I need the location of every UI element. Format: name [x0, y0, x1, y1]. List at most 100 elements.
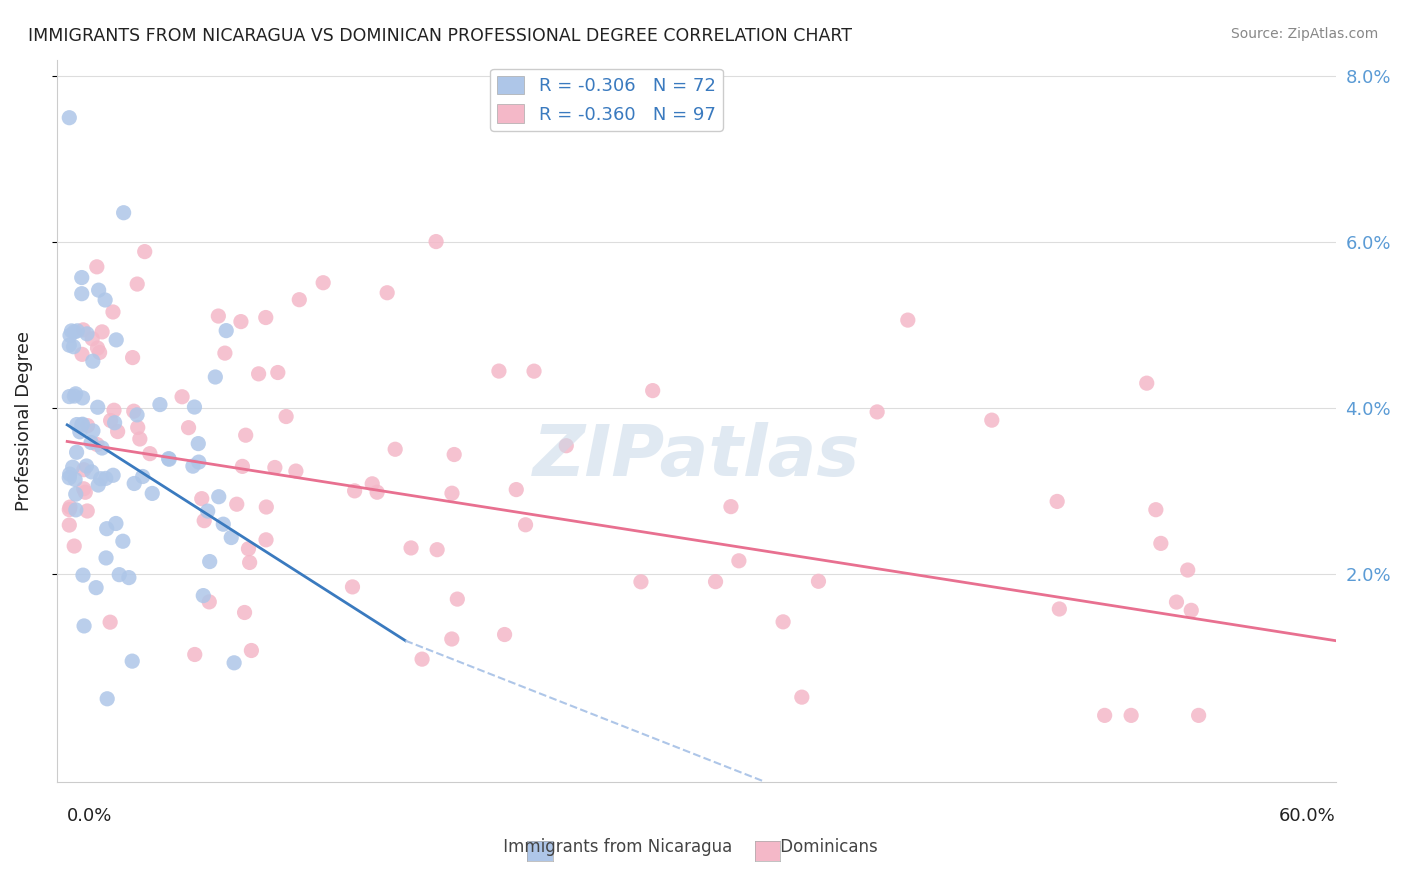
Point	[214, 346, 236, 360]
Point	[69, 425, 91, 439]
Point	[96, 522, 118, 536]
Point	[1047, 602, 1070, 616]
Point	[866, 405, 889, 419]
Point	[63, 539, 86, 553]
Point	[121, 351, 143, 365]
Point	[58, 502, 80, 516]
Point	[101, 468, 124, 483]
Point	[229, 315, 252, 329]
Point	[312, 276, 335, 290]
Point	[494, 627, 516, 641]
Point	[122, 476, 145, 491]
Point	[193, 514, 215, 528]
Point	[101, 305, 124, 319]
Point	[105, 333, 128, 347]
Point	[193, 589, 215, 603]
Point	[366, 485, 388, 500]
Point	[80, 465, 103, 479]
Text: 0.0%: 0.0%	[67, 806, 112, 825]
Point	[187, 455, 209, 469]
Point	[184, 648, 207, 662]
Point	[208, 490, 231, 504]
Point	[70, 286, 93, 301]
Point	[127, 277, 149, 291]
Point	[139, 447, 162, 461]
Point	[1180, 603, 1202, 617]
Point	[1136, 376, 1159, 391]
Point	[134, 244, 156, 259]
Point	[107, 425, 129, 439]
Point	[515, 517, 537, 532]
Point	[1166, 595, 1188, 609]
Point	[247, 367, 270, 381]
Point	[70, 417, 93, 432]
Legend: R = -0.306   N = 72, R = -0.360   N = 97: R = -0.306 N = 72, R = -0.360 N = 97	[491, 69, 723, 131]
Point	[65, 487, 87, 501]
Point	[62, 340, 84, 354]
Point	[215, 324, 238, 338]
Point	[443, 448, 465, 462]
Point	[190, 491, 212, 506]
Point	[86, 341, 108, 355]
Point	[66, 324, 89, 338]
Point	[75, 485, 97, 500]
Point	[103, 403, 125, 417]
Point	[440, 632, 463, 646]
Point	[141, 486, 163, 500]
Point	[58, 338, 80, 352]
Point	[100, 413, 122, 427]
Point	[240, 643, 263, 657]
Point	[505, 483, 527, 497]
Point	[235, 428, 257, 442]
Point	[233, 606, 256, 620]
Point	[76, 326, 98, 341]
Text: Dominicans: Dominicans	[754, 838, 877, 856]
Point	[488, 364, 510, 378]
Point	[76, 458, 98, 473]
Point	[1144, 502, 1167, 516]
Point	[384, 442, 406, 457]
Text: 60.0%: 60.0%	[1279, 806, 1336, 825]
Point	[59, 467, 82, 481]
Point	[197, 504, 219, 518]
Point	[86, 260, 108, 274]
Point	[58, 390, 80, 404]
Point	[720, 500, 742, 514]
Point	[62, 460, 84, 475]
Point	[704, 574, 727, 589]
Point	[94, 293, 117, 307]
Point	[284, 464, 307, 478]
Point	[219, 531, 242, 545]
Point	[897, 313, 920, 327]
Point	[91, 441, 114, 455]
Point	[274, 409, 297, 424]
Point	[72, 568, 94, 582]
Point	[183, 400, 205, 414]
Point	[58, 111, 80, 125]
Point	[204, 370, 226, 384]
Point	[1046, 494, 1069, 508]
Point	[238, 541, 260, 556]
Point	[60, 324, 83, 338]
Point	[86, 401, 108, 415]
Point	[65, 445, 87, 459]
Point	[90, 472, 112, 486]
Point	[112, 205, 135, 219]
Point	[630, 574, 652, 589]
Point	[86, 437, 108, 451]
Point	[70, 270, 93, 285]
Point	[66, 417, 89, 432]
Point	[198, 595, 221, 609]
Point	[73, 463, 96, 477]
Point	[82, 354, 104, 368]
Point	[59, 500, 82, 514]
Point	[254, 533, 277, 547]
Point	[641, 384, 664, 398]
Point	[73, 482, 96, 496]
Point	[980, 413, 1002, 427]
Point	[82, 332, 104, 346]
Point	[149, 398, 172, 412]
Text: Immigrants from Nicaragua: Immigrants from Nicaragua	[477, 838, 733, 856]
Point	[411, 652, 433, 666]
Point	[104, 416, 127, 430]
